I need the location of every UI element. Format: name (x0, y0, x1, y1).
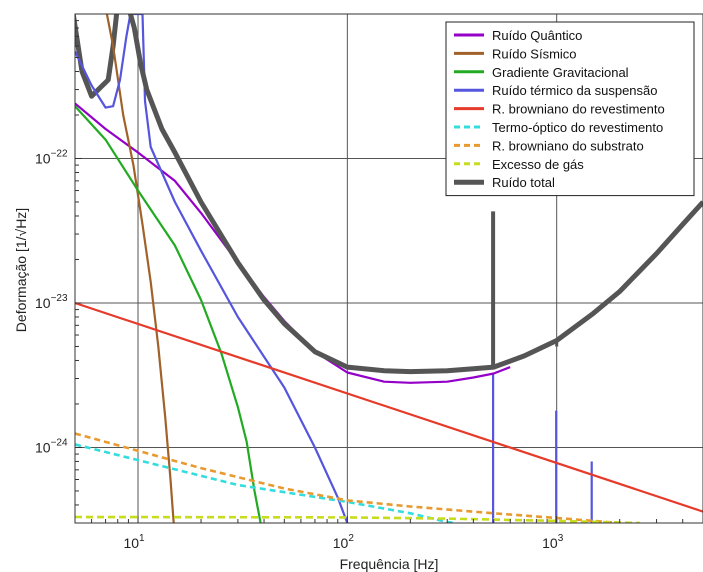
series-line-termo-optico-do-revestimento (75, 443, 457, 523)
x-tick-label: 102 (333, 533, 355, 551)
legend-label: Ruído térmico da suspensão (492, 83, 657, 98)
series-line-gradiente-gravitacional (75, 105, 262, 523)
legend-label: Ruído total (492, 175, 555, 190)
legend-label: Termo-óptico do revestimento (492, 120, 663, 135)
y-tick-label: 10−24 (35, 437, 68, 455)
series-line-ruido-quantico (75, 102, 511, 384)
y-tick-label: 10−22 (35, 148, 68, 166)
legend-label: R. browniano do substrato (492, 138, 644, 153)
y-tick-labels: 10−22 10−23 10−24 (35, 148, 68, 455)
legend: Ruído Quântico Ruído Sísmico Gradiente Gra… (445, 21, 695, 197)
x-tick-label: 103 (542, 533, 564, 551)
series-line-r-browniano-do-substrato (75, 432, 620, 523)
series-line-ruido-total (127, 14, 703, 375)
y-axis-title: Deformação [1/√Hz] (13, 208, 29, 332)
series-line-ruido-sismico (105, 14, 175, 523)
series-line-r-browniano-do-revestimento (75, 301, 703, 513)
legend-label: Ruído Quântico (492, 28, 582, 43)
plot-frame (74, 13, 703, 524)
legend-label: Ruído Sísmico (492, 46, 577, 61)
y-tick-label: 10−23 (35, 293, 68, 311)
legend-label: Excesso de gás (492, 157, 584, 172)
series-line-excesso-de-gas (75, 515, 641, 523)
legend-label: Gradiente Gravitacional (492, 65, 629, 80)
legend-box (445, 21, 695, 197)
x-tick-label: 101 (123, 533, 145, 551)
series-line-ruido-termico-da-suspensao (75, 14, 349, 523)
series-group (75, 14, 703, 523)
x-tick-labels: 101 102 103 (123, 533, 563, 551)
tick-marks (74, 13, 703, 524)
legend-label: R. browniano do revestimento (492, 102, 665, 117)
x-axis-title: Frequência [Hz] (340, 556, 439, 572)
